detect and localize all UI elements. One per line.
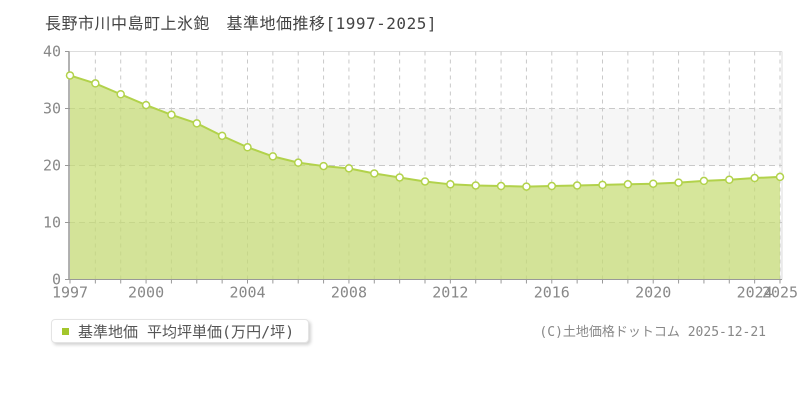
copyright-text: (C)土地価格ドットコム 2025-12-21 [539, 325, 766, 340]
x-tick-label: 2012 [432, 284, 468, 302]
x-tick-label: 2020 [635, 284, 671, 302]
y-tick-label: 0 [52, 271, 61, 289]
legend-label: 基準地価 平均坪単価(万円/坪) [78, 322, 295, 341]
data-point[interactable] [725, 175, 734, 184]
data-point[interactable] [192, 119, 202, 128]
x-tick-label: 2000 [128, 284, 164, 302]
page-title: 長野市川中島町上氷鉋 基準地価推移[1997-2025] [45, 14, 437, 33]
x-tick-label: 2008 [331, 284, 367, 302]
data-point[interactable] [674, 178, 683, 187]
data-point[interactable] [623, 180, 633, 189]
data-point[interactable] [141, 100, 151, 110]
area-fill [70, 75, 780, 280]
data-point[interactable] [420, 177, 430, 186]
data-point[interactable] [116, 90, 125, 99]
y-tick-label: 40 [43, 43, 61, 61]
data-point[interactable] [598, 180, 607, 190]
x-tick-label: 2024 [737, 284, 773, 302]
data-point[interactable] [648, 179, 658, 188]
x-tick-label: 1997 [52, 284, 88, 302]
data-point[interactable] [91, 79, 100, 88]
y-tick-label: 10 [43, 214, 61, 232]
x-tick-label: 2025 [762, 284, 798, 302]
data-point[interactable] [699, 176, 709, 186]
x-tick-label: 2016 [534, 284, 570, 302]
y-tick-label: 20 [43, 157, 61, 175]
x-tick-label: 2004 [229, 284, 265, 302]
data-point[interactable] [217, 131, 227, 141]
data-point[interactable] [268, 152, 278, 161]
data-point[interactable] [167, 110, 176, 120]
data-point[interactable] [446, 180, 455, 189]
data-point[interactable] [344, 164, 354, 173]
data-point[interactable] [775, 172, 785, 182]
data-point[interactable] [522, 182, 531, 191]
data-point[interactable] [243, 143, 252, 152]
data-point[interactable] [547, 181, 557, 191]
data-point[interactable] [471, 181, 480, 190]
data-point[interactable] [496, 181, 506, 191]
legend: 基準地価 平均坪単価(万円/坪) [51, 319, 310, 343]
legend-marker-square-icon [62, 327, 69, 335]
data-point[interactable] [370, 169, 379, 178]
data-point[interactable] [395, 173, 404, 182]
data-point[interactable] [319, 161, 328, 171]
data-point[interactable] [572, 181, 582, 190]
data-point[interactable] [293, 158, 303, 167]
data-point[interactable] [65, 71, 75, 80]
data-point[interactable] [750, 173, 759, 183]
y-tick-label: 30 [43, 100, 61, 118]
